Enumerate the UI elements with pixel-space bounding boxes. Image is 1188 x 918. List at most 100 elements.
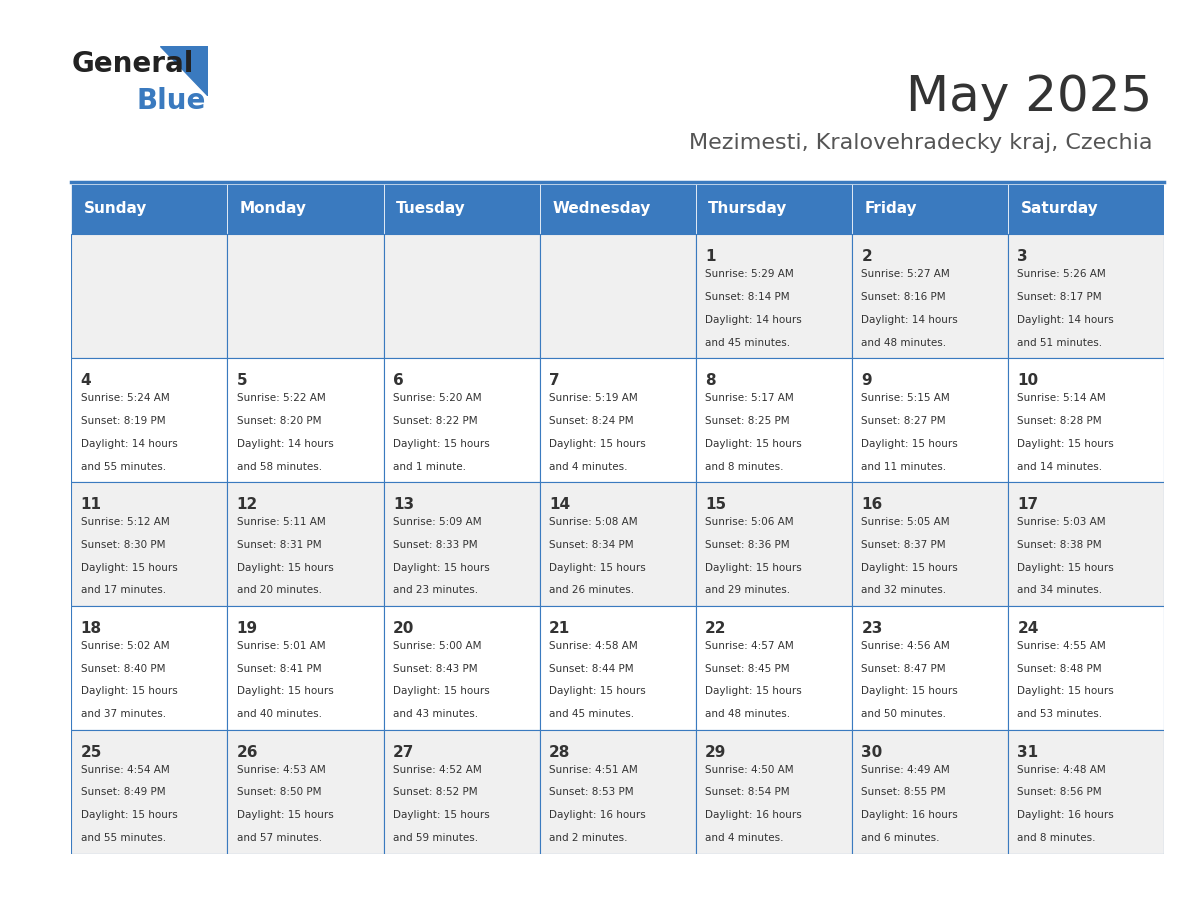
Text: Daylight: 16 hours: Daylight: 16 hours	[1017, 811, 1114, 821]
Text: and 17 minutes.: and 17 minutes.	[81, 586, 166, 596]
Bar	[227, 184, 384, 234]
Text: Daylight: 15 hours: Daylight: 15 hours	[549, 563, 646, 573]
Polygon shape	[160, 46, 208, 96]
Text: 20: 20	[393, 621, 415, 636]
Bar	[539, 606, 696, 730]
Bar	[696, 482, 852, 606]
Text: 16: 16	[861, 497, 883, 512]
Text: Sunset: 8:24 PM: Sunset: 8:24 PM	[549, 416, 633, 426]
Bar	[71, 184, 227, 234]
Text: 26: 26	[236, 744, 258, 760]
Text: 14: 14	[549, 497, 570, 512]
Text: Daylight: 15 hours: Daylight: 15 hours	[549, 687, 646, 697]
Text: 9: 9	[861, 373, 872, 388]
Bar	[71, 358, 227, 482]
Text: Sunrise: 5:20 AM: Sunrise: 5:20 AM	[393, 393, 481, 403]
Text: Sunset: 8:27 PM: Sunset: 8:27 PM	[861, 416, 946, 426]
Text: and 58 minutes.: and 58 minutes.	[236, 462, 322, 472]
Text: and 29 minutes.: and 29 minutes.	[706, 586, 790, 596]
Text: 27: 27	[393, 744, 415, 760]
Text: and 43 minutes.: and 43 minutes.	[393, 710, 478, 720]
Text: 11: 11	[81, 497, 102, 512]
Text: and 4 minutes.: and 4 minutes.	[706, 834, 784, 844]
Text: 18: 18	[81, 621, 102, 636]
Text: Daylight: 15 hours: Daylight: 15 hours	[706, 563, 802, 573]
Text: Sunrise: 5:22 AM: Sunrise: 5:22 AM	[236, 393, 326, 403]
Bar	[71, 482, 227, 606]
Text: May 2025: May 2025	[906, 73, 1152, 121]
Text: Sunrise: 4:56 AM: Sunrise: 4:56 AM	[861, 641, 950, 651]
Text: Sunset: 8:40 PM: Sunset: 8:40 PM	[81, 664, 165, 674]
Text: Sunset: 8:53 PM: Sunset: 8:53 PM	[549, 788, 633, 798]
Bar	[539, 234, 696, 358]
Text: Daylight: 14 hours: Daylight: 14 hours	[861, 315, 958, 325]
Text: Sunset: 8:36 PM: Sunset: 8:36 PM	[706, 540, 790, 550]
Text: and 32 minutes.: and 32 minutes.	[861, 586, 947, 596]
Bar	[1009, 482, 1164, 606]
Text: Sunset: 8:19 PM: Sunset: 8:19 PM	[81, 416, 165, 426]
Bar	[227, 730, 384, 854]
Text: and 59 minutes.: and 59 minutes.	[393, 834, 478, 844]
Bar	[227, 606, 384, 730]
Bar	[1009, 184, 1164, 234]
Text: Sunrise: 5:17 AM: Sunrise: 5:17 AM	[706, 393, 794, 403]
Text: 19: 19	[236, 621, 258, 636]
Text: 29: 29	[706, 744, 727, 760]
Text: Sunset: 8:33 PM: Sunset: 8:33 PM	[393, 540, 478, 550]
Text: Sunrise: 5:01 AM: Sunrise: 5:01 AM	[236, 641, 326, 651]
Bar	[227, 234, 384, 358]
Text: Sunrise: 5:06 AM: Sunrise: 5:06 AM	[706, 517, 794, 527]
Text: 24: 24	[1017, 621, 1038, 636]
Text: 28: 28	[549, 744, 570, 760]
Bar	[852, 184, 1009, 234]
Bar	[539, 358, 696, 482]
Text: 7: 7	[549, 373, 560, 388]
Text: Daylight: 15 hours: Daylight: 15 hours	[393, 687, 489, 697]
Text: and 57 minutes.: and 57 minutes.	[236, 834, 322, 844]
Text: Daylight: 15 hours: Daylight: 15 hours	[1017, 563, 1114, 573]
Text: Daylight: 15 hours: Daylight: 15 hours	[236, 687, 334, 697]
Text: Sunset: 8:16 PM: Sunset: 8:16 PM	[861, 292, 946, 302]
Text: Sunrise: 5:14 AM: Sunrise: 5:14 AM	[1017, 393, 1106, 403]
Text: and 50 minutes.: and 50 minutes.	[861, 710, 947, 720]
Text: Daylight: 16 hours: Daylight: 16 hours	[861, 811, 958, 821]
Text: and 20 minutes.: and 20 minutes.	[236, 586, 322, 596]
Text: Daylight: 15 hours: Daylight: 15 hours	[81, 687, 177, 697]
Text: Sunset: 8:55 PM: Sunset: 8:55 PM	[861, 788, 946, 798]
Bar	[539, 184, 696, 234]
Text: and 53 minutes.: and 53 minutes.	[1017, 710, 1102, 720]
Text: Sunrise: 4:48 AM: Sunrise: 4:48 AM	[1017, 765, 1106, 775]
Text: and 2 minutes.: and 2 minutes.	[549, 834, 627, 844]
Bar	[227, 482, 384, 606]
Text: Sunset: 8:37 PM: Sunset: 8:37 PM	[861, 540, 946, 550]
Text: Sunrise: 5:11 AM: Sunrise: 5:11 AM	[236, 517, 326, 527]
Text: 2: 2	[861, 249, 872, 264]
Text: Sunday: Sunday	[84, 201, 147, 217]
Text: Sunset: 8:45 PM: Sunset: 8:45 PM	[706, 664, 790, 674]
Text: Daylight: 14 hours: Daylight: 14 hours	[236, 439, 334, 449]
Text: and 40 minutes.: and 40 minutes.	[236, 710, 322, 720]
Text: and 48 minutes.: and 48 minutes.	[861, 338, 947, 348]
Bar	[384, 234, 539, 358]
Bar	[1009, 234, 1164, 358]
Text: 6: 6	[393, 373, 404, 388]
Text: Sunset: 8:47 PM: Sunset: 8:47 PM	[861, 664, 946, 674]
Text: Sunrise: 4:54 AM: Sunrise: 4:54 AM	[81, 765, 170, 775]
Text: 10: 10	[1017, 373, 1038, 388]
Text: Sunset: 8:28 PM: Sunset: 8:28 PM	[1017, 416, 1102, 426]
Bar	[852, 358, 1009, 482]
Text: Sunset: 8:50 PM: Sunset: 8:50 PM	[236, 788, 321, 798]
Bar	[852, 482, 1009, 606]
Text: Sunset: 8:30 PM: Sunset: 8:30 PM	[81, 540, 165, 550]
Text: Daylight: 15 hours: Daylight: 15 hours	[393, 811, 489, 821]
Text: Sunset: 8:25 PM: Sunset: 8:25 PM	[706, 416, 790, 426]
Text: Sunrise: 5:03 AM: Sunrise: 5:03 AM	[1017, 517, 1106, 527]
Text: Sunset: 8:44 PM: Sunset: 8:44 PM	[549, 664, 633, 674]
Text: 5: 5	[236, 373, 247, 388]
Text: Sunrise: 4:51 AM: Sunrise: 4:51 AM	[549, 765, 638, 775]
Text: and 8 minutes.: and 8 minutes.	[706, 462, 784, 472]
Bar	[1009, 358, 1164, 482]
Text: Daylight: 14 hours: Daylight: 14 hours	[1017, 315, 1114, 325]
Text: and 26 minutes.: and 26 minutes.	[549, 586, 634, 596]
Text: Sunset: 8:38 PM: Sunset: 8:38 PM	[1017, 540, 1102, 550]
